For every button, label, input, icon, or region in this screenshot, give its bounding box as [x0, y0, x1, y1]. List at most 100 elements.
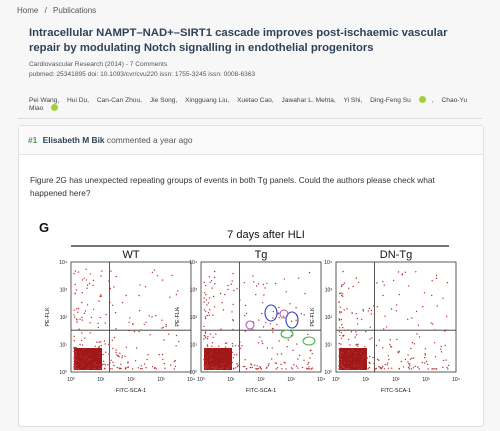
- author-link[interactable]: Ding-Feng Su,: [370, 96, 434, 104]
- event-dot: [431, 368, 433, 370]
- event-dot: [382, 294, 384, 297]
- event-dot: [236, 365, 239, 368]
- event-dot: [104, 322, 107, 324]
- author-link[interactable]: Pei Wang,: [29, 97, 60, 104]
- event-dot: [245, 368, 248, 370]
- x-tick-label: 10¹: [97, 377, 105, 383]
- event-dot: [401, 274, 403, 276]
- author-link[interactable]: Hui Du,: [67, 97, 90, 104]
- article-title[interactable]: Intracellular NAMPT–NAD+–SIRT1 cascade i…: [29, 27, 448, 54]
- event-dot: [74, 316, 76, 318]
- event-dot: [116, 366, 119, 369]
- event-dot: [73, 357, 76, 359]
- event-dot: [447, 368, 449, 370]
- event-dot: [173, 368, 175, 370]
- event-dot: [386, 326, 388, 328]
- author-link[interactable]: Xingguang Liu,: [185, 97, 230, 104]
- event-dot: [146, 358, 148, 361]
- event-dot: [107, 364, 109, 366]
- event-dot: [386, 364, 388, 366]
- event-dot: [338, 368, 341, 370]
- event-dot: [105, 313, 107, 316]
- event-dot: [418, 368, 420, 370]
- author-link[interactable]: Can-Can Zhou,: [96, 97, 142, 104]
- event-dot: [205, 294, 207, 296]
- event-dot: [383, 328, 385, 330]
- event-dot: [280, 363, 282, 366]
- event-dot: [245, 312, 248, 314]
- event-dot: [364, 355, 366, 357]
- event-dot: [161, 319, 163, 321]
- event-dot: [114, 311, 117, 314]
- event-dot: [376, 282, 378, 284]
- event-cluster: [339, 348, 367, 370]
- breadcrumb: Home / Publications: [17, 6, 100, 15]
- event-dot: [73, 355, 75, 358]
- event-dot: [74, 283, 76, 286]
- event-dot: [127, 361, 129, 363]
- event-dot: [143, 363, 146, 365]
- event-dot: [89, 332, 91, 334]
- event-dot: [93, 363, 95, 365]
- event-dot: [244, 365, 246, 368]
- author-link[interactable]: Jie Song,: [149, 97, 178, 104]
- breadcrumb-current[interactable]: Publications: [53, 6, 97, 15]
- event-dot: [90, 358, 92, 360]
- event-dot: [161, 279, 164, 281]
- breadcrumb-home-link[interactable]: Home: [17, 6, 39, 15]
- event-dot: [398, 352, 400, 354]
- event-dot: [204, 337, 207, 339]
- event-dot: [164, 367, 166, 369]
- event-dot: [203, 334, 205, 337]
- event-dot: [119, 352, 121, 354]
- event-dot: [384, 315, 386, 317]
- event-dot: [350, 331, 353, 333]
- event-dot: [445, 329, 447, 331]
- event-dot: [175, 293, 178, 296]
- event-dot: [362, 308, 364, 311]
- event-dot: [389, 343, 391, 346]
- event-dot: [214, 270, 216, 273]
- event-dot: [153, 269, 156, 271]
- event-dot: [163, 339, 165, 341]
- event-dot: [110, 359, 112, 361]
- event-dot: [423, 292, 426, 294]
- event-dot: [387, 355, 389, 357]
- event-dot: [208, 297, 211, 299]
- author-link[interactable]: Chao-Yu Miao: [29, 97, 467, 112]
- event-dot: [139, 284, 141, 286]
- event-dot: [103, 363, 105, 365]
- event-dot: [92, 367, 94, 370]
- event-dot: [224, 362, 226, 364]
- author-link[interactable]: Yi Shi,: [343, 97, 363, 104]
- event-dot: [278, 316, 280, 319]
- event-dot: [341, 365, 344, 367]
- event-dot: [162, 358, 164, 361]
- event-dot: [340, 292, 342, 294]
- event-dot: [339, 334, 341, 336]
- event-dot: [140, 329, 142, 331]
- event-dot: [165, 325, 167, 328]
- author-link[interactable]: Xuetao Cao,: [237, 97, 274, 104]
- event-dot: [231, 311, 233, 313]
- event-dot: [128, 329, 130, 332]
- event-dot: [206, 361, 208, 363]
- event-dot: [86, 304, 89, 306]
- event-dot: [209, 309, 211, 311]
- event-dot: [384, 363, 386, 366]
- event-dot: [84, 358, 86, 360]
- event-dot: [351, 349, 353, 351]
- event-dot: [149, 334, 151, 336]
- author-link[interactable]: Jawahar L. Mehta,: [281, 97, 336, 104]
- event-dot: [239, 299, 241, 301]
- event-dot: [209, 333, 211, 335]
- panel-title: WT: [122, 249, 139, 261]
- event-dot: [290, 367, 293, 369]
- event-dot: [97, 322, 99, 324]
- green-annotation-circle: [280, 329, 294, 339]
- event-dot: [251, 366, 253, 369]
- event-dot: [408, 363, 410, 365]
- event-dot: [99, 295, 101, 298]
- comment-number[interactable]: #1: [28, 135, 38, 145]
- comment-author[interactable]: Elisabeth M Bik: [42, 135, 105, 145]
